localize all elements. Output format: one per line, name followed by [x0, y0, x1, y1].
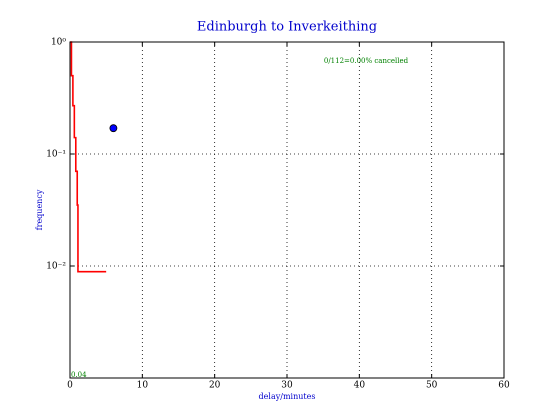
data-line: [70, 41, 107, 273]
x-tick-label: 30: [281, 381, 293, 391]
plot-frame: [69, 41, 505, 379]
x-tick-label: 40: [354, 381, 366, 391]
data-point: [109, 124, 118, 133]
x-tick-label: 60: [498, 381, 510, 391]
x-tick-label: 20: [209, 381, 221, 391]
y-axis-label: frequency: [35, 189, 44, 230]
chart-title: Edinburgh to Inverkeithing: [197, 20, 377, 35]
x-axis-label: delay/minutes: [259, 392, 316, 401]
y-tick-label: 10⁻¹: [46, 150, 66, 160]
x-tick-label: 10: [137, 381, 149, 391]
y-tick-label: 10⁰: [51, 38, 66, 48]
x-tick-label: 0: [67, 381, 73, 391]
annotation: 0/112=0.00% cancelled: [324, 57, 409, 65]
y-tick-label: 10⁻²: [46, 262, 66, 272]
annotation: 0.04: [71, 371, 87, 379]
x-tick-label: 50: [426, 381, 438, 391]
